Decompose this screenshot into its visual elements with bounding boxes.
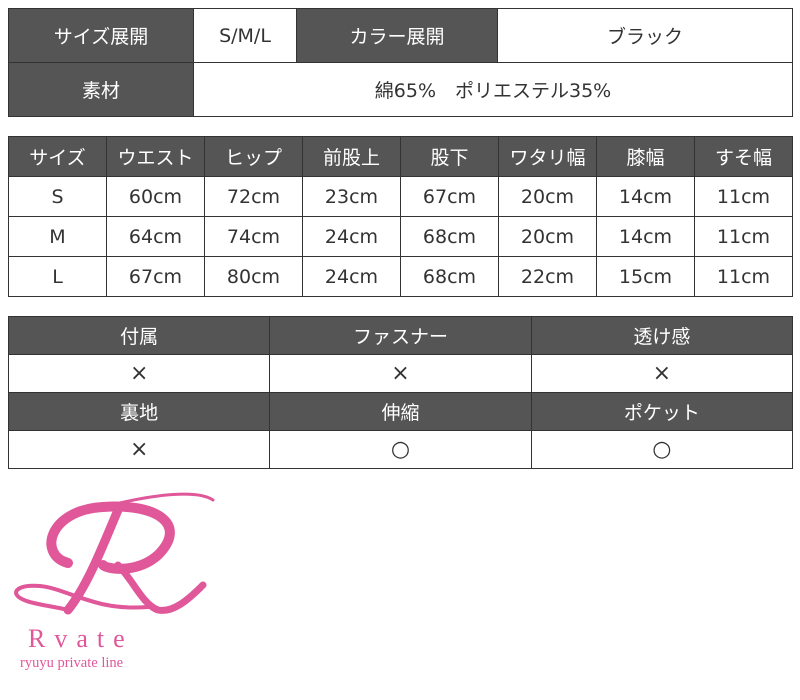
cell: 11cm [694, 216, 793, 257]
cell: S [8, 176, 107, 217]
feature-header: 付属 [7, 316, 271, 355]
measurement-table: サイズ ウエスト ヒップ 前股上 股下 ワタリ幅 膝幅 すそ幅 S 60cm 72c… [8, 136, 793, 297]
header-cell: ワタリ幅 [498, 136, 597, 177]
table-row: M 64cm 74cm 24cm 68cm 20cm 14cm 11cm [8, 216, 793, 257]
table-row: S 60cm 72cm 23cm 67cm 20cm 14cm 11cm [8, 176, 793, 217]
cell: L [8, 256, 107, 297]
header-cell: ヒップ [204, 136, 303, 177]
feature-value: ○ [530, 430, 794, 469]
logo-r-loop [46, 501, 175, 574]
table-row: L 67cm 80cm 24cm 68cm 22cm 15cm 11cm [8, 256, 793, 297]
cell: 60cm [106, 176, 205, 217]
cell: 74cm [204, 216, 303, 257]
feature-value: × [7, 354, 271, 393]
cell: 68cm [400, 256, 499, 297]
feature-value: × [7, 430, 271, 469]
header-cell: サイズ [8, 136, 107, 177]
logo-r-leg [114, 561, 207, 614]
feature-table: 付属 ファスナー 透け感 × × × 裏地 伸縮 ポケット × ○ ○ [7, 316, 794, 469]
logo-brand: Rvate [28, 624, 134, 653]
header-cell: 膝幅 [596, 136, 695, 177]
header-cell: すそ幅 [694, 136, 793, 177]
size-label: サイズ展開 [8, 8, 194, 63]
spec-table: サイズ展開 S/M/L カラー展開 ブラック 素材 綿65% ポリエステル35% [8, 8, 793, 117]
cell: 68cm [400, 216, 499, 257]
feature-value: × [269, 354, 532, 393]
color-value: ブラック [497, 8, 793, 63]
cell: 67cm [106, 256, 205, 297]
cell: 22cm [498, 256, 597, 297]
feature-value: × [530, 354, 794, 393]
cell: 11cm [694, 176, 793, 217]
header-row: サイズ ウエスト ヒップ 前股上 股下 ワタリ幅 膝幅 すそ幅 [8, 136, 793, 177]
cell: 24cm [302, 256, 401, 297]
cell: 67cm [400, 176, 499, 217]
cell: 20cm [498, 216, 597, 257]
cell: 15cm [596, 256, 695, 297]
cell: M [8, 216, 107, 257]
feature-header: 透け感 [530, 316, 794, 355]
cell: 14cm [596, 216, 695, 257]
cell: 72cm [204, 176, 303, 217]
cell: 14cm [596, 176, 695, 217]
header-cell: 股下 [400, 136, 499, 177]
logo-r-stem [63, 505, 123, 615]
cell: 11cm [694, 256, 793, 297]
feature-header: 伸縮 [269, 392, 532, 431]
feature-header: ファスナー [269, 316, 532, 355]
cell: 24cm [302, 216, 401, 257]
size-value: S/M/L [193, 8, 297, 63]
feature-value: ○ [269, 430, 532, 469]
brand-logo: Rvate ryuyu private line [13, 492, 215, 671]
feature-header: ポケット [530, 392, 794, 431]
header-cell: 前股上 [302, 136, 401, 177]
material-value: 綿65% ポリエステル35% [193, 62, 793, 117]
cell: 23cm [302, 176, 401, 217]
header-cell: ウエスト [106, 136, 205, 177]
cell: 20cm [498, 176, 597, 217]
color-label: カラー展開 [296, 8, 498, 63]
feature-header: 裏地 [7, 392, 271, 431]
logo-r-top [101, 492, 215, 509]
logo-r-tail [13, 583, 150, 612]
cell: 80cm [204, 256, 303, 297]
material-label: 素材 [8, 62, 194, 117]
cell: 64cm [106, 216, 205, 257]
logo-tagline: ryuyu private line [20, 655, 123, 671]
